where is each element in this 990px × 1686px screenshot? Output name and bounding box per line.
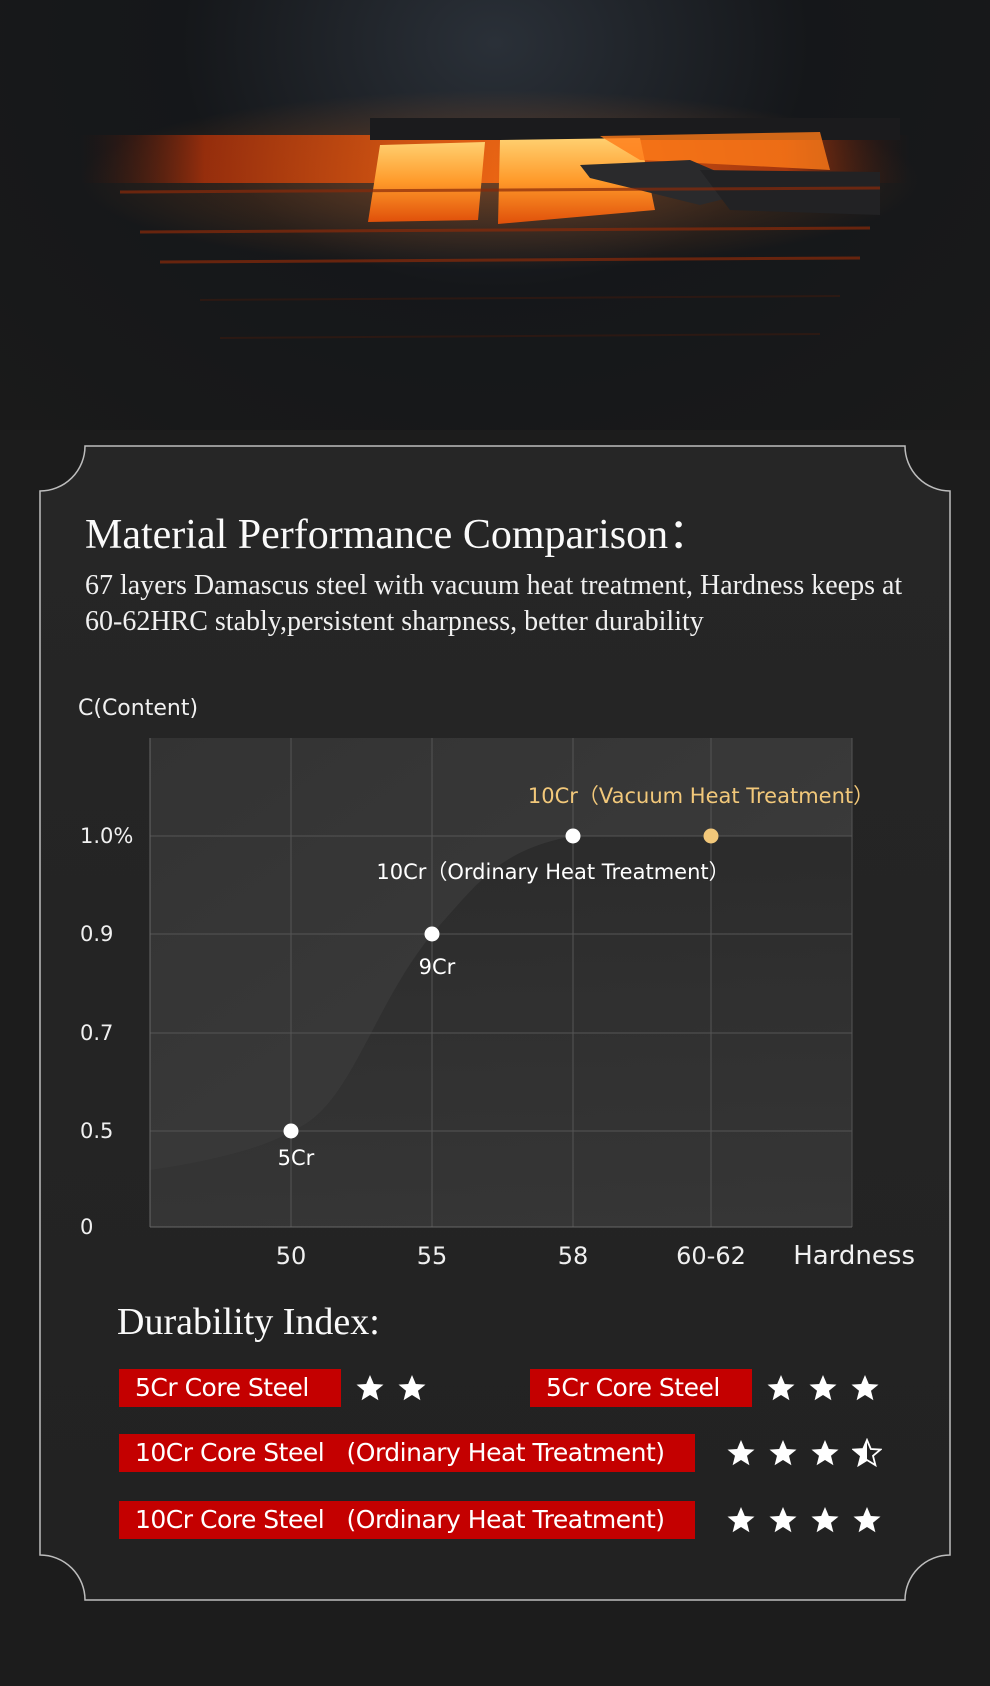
data-points: 5Cr 9Cr 10Cr（Ordinary Heat Treatment） 10Cr（… (278, 784, 874, 1170)
page-subtitle: 67 layers Damascus steel with vacuum hea… (85, 570, 903, 637)
durability-badge-3: 10Cr Core Steel (Ordinary Heat Treatment… (119, 1501, 695, 1539)
y-tick-label-2: 0.7 (80, 1021, 113, 1045)
star-icon (355, 1373, 385, 1403)
axis-labels: C(Content) 0 0.5 0.7 0.9 1.0% 50 55 58 60-62 Hardn… (78, 696, 915, 1271)
star-icon (808, 1373, 838, 1403)
x-tick-label-1: 55 (417, 1242, 448, 1270)
y-tick-label-1: 0.5 (80, 1119, 113, 1143)
star-icon (852, 1505, 882, 1535)
x-tick-label-0: 50 (276, 1242, 307, 1270)
star-icon (766, 1373, 796, 1403)
x-tick-label-2: 58 (558, 1242, 589, 1270)
hero-forge-photo (0, 0, 990, 430)
star-icon (768, 1438, 798, 1468)
star-icon (397, 1373, 427, 1403)
data-point-label-3: 10Cr（Vacuum Heat Treatment） (528, 784, 874, 808)
data-point-label-0: 5Cr (278, 1146, 315, 1170)
star-icon (726, 1505, 756, 1535)
star-icon (810, 1505, 840, 1535)
star-icon (850, 1373, 880, 1403)
durability-stars-0 (355, 1369, 427, 1407)
half-star-icon (852, 1438, 882, 1468)
forge-illustration (80, 90, 920, 339)
y-tick-label-0: 0 (80, 1215, 93, 1239)
durability-stars-2 (726, 1434, 882, 1472)
data-point-3 (703, 828, 719, 844)
star-icon (810, 1438, 840, 1468)
page-title: Material Performance Comparison： (85, 512, 711, 558)
durability-badge-2: 10Cr Core Steel (Ordinary Heat Treatment… (119, 1434, 695, 1472)
durability-title: Durability Index: (117, 1301, 380, 1343)
durability-badge-0: 5Cr Core Steel (119, 1369, 341, 1407)
y-tick-label-4: 1.0% (80, 824, 133, 848)
chart-grid (149, 738, 853, 1228)
durability-badge-1: 5Cr Core Steel (530, 1369, 752, 1407)
durability-stars-1 (766, 1369, 880, 1407)
star-icon (726, 1438, 756, 1468)
x-tick-label-3: 60-62 (676, 1242, 746, 1270)
star-icon (768, 1505, 798, 1535)
y-axis-title: C(Content) (78, 696, 198, 721)
durability-stars-3 (726, 1501, 882, 1539)
data-point-0 (283, 1123, 299, 1139)
data-point-label-1: 9Cr (419, 955, 456, 979)
y-tick-label-3: 0.9 (80, 922, 113, 946)
data-point-label-2: 10Cr（Ordinary Heat Treatment） (376, 860, 729, 884)
data-point-2 (565, 828, 581, 844)
x-axis-title: Hardness (793, 1241, 915, 1271)
data-point-1 (424, 926, 440, 942)
